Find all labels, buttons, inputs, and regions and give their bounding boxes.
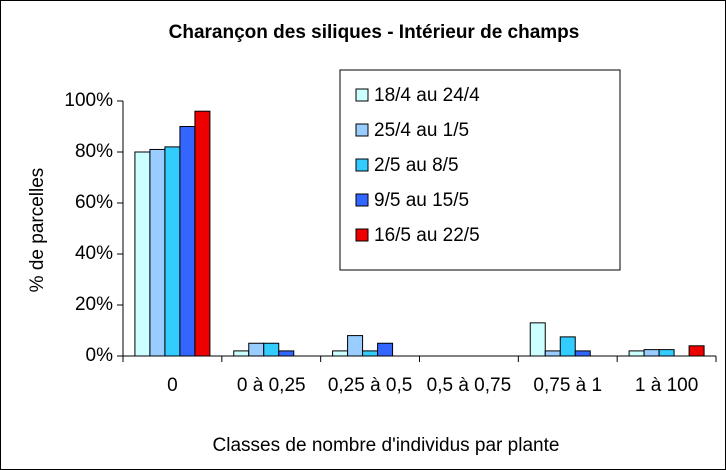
x-tick-label: 0 [167,375,178,396]
legend-swatch [355,88,369,102]
legend-label: 25/4 au 1/5 [374,120,469,141]
x-tick-label: 1 à 100 [634,375,699,396]
x-tick-label: 0 à 0,25 [236,375,306,396]
bar [377,342,394,357]
bar [628,350,645,357]
bar [658,349,675,357]
bar [347,335,364,357]
legend-label: 16/5 au 22/5 [374,225,480,246]
bar [164,146,181,357]
bar [134,151,151,357]
bar [574,350,591,357]
bar [688,345,705,357]
legend-swatch [355,193,369,207]
bar [529,322,546,357]
bar [559,336,576,357]
bar [179,126,196,357]
x-axis-label: Classes de nombre d'individus par plante [213,435,560,456]
y-tick-label: 60% [75,192,113,213]
bar [194,110,211,357]
legend-swatch [355,123,369,137]
legend-box [339,69,621,271]
bar [643,349,660,357]
legend-swatch [355,158,369,172]
bar [362,350,379,357]
legend-label: 2/5 au 8/5 [374,155,459,176]
y-tick-label: 40% [75,243,113,264]
bar [263,342,280,357]
y-tick-label: 0% [86,345,114,366]
y-tick-label: 100% [64,90,113,111]
bar [278,350,295,357]
y-axis-label: % de parcelles [27,168,48,293]
legend-swatch [355,228,369,242]
bar [149,148,166,357]
bar [233,350,250,357]
chart-title: Charançon des siliques - Intérieur de ch… [169,22,580,43]
y-tick-label: 20% [75,294,113,315]
bar [248,342,265,357]
legend-label: 18/4 au 24/4 [374,85,480,106]
bar [332,350,349,357]
legend-label: 9/5 au 15/5 [374,190,469,211]
bar [544,350,561,357]
x-tick-label: 0,25 à 0,5 [327,375,413,396]
x-tick-label: 0,75 à 1 [533,375,603,396]
y-tick-label: 80% [75,141,113,162]
x-tick-label: 0,5 à 0,75 [426,375,512,396]
